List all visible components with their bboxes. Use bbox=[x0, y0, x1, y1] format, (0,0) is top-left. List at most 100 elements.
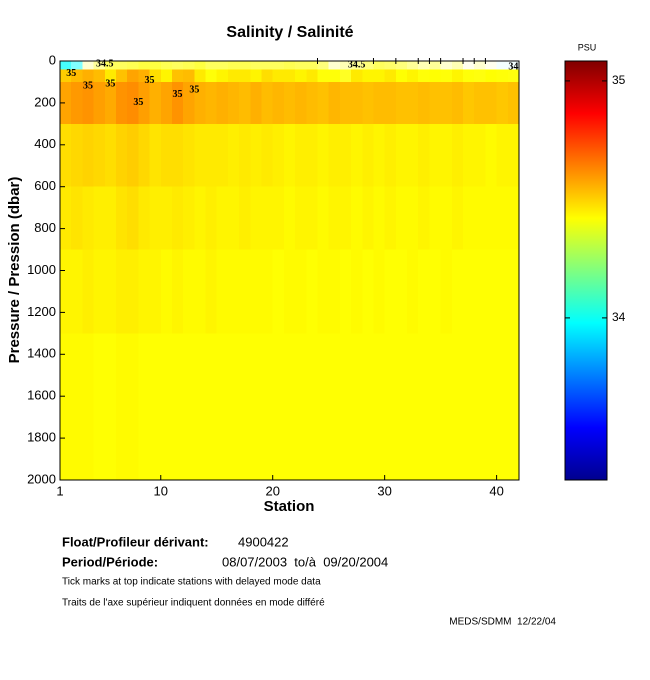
heatmap-cell bbox=[194, 333, 207, 480]
heatmap-cell bbox=[171, 61, 184, 70]
contour-label: 34.5 bbox=[96, 58, 114, 69]
heatmap-cell bbox=[440, 249, 453, 334]
heatmap-cell bbox=[93, 249, 106, 334]
heatmap-cell bbox=[474, 123, 486, 188]
heatmap-cell bbox=[317, 69, 330, 83]
heatmap-cell bbox=[351, 186, 363, 251]
heatmap-cell bbox=[306, 61, 318, 70]
heatmap-cell bbox=[395, 186, 408, 251]
heatmap-cell bbox=[328, 81, 341, 125]
heatmap-cell bbox=[463, 69, 475, 83]
heatmap-cell bbox=[71, 81, 83, 125]
heatmap-cell bbox=[306, 81, 318, 125]
heatmap-cell bbox=[395, 69, 408, 83]
heatmap-cell bbox=[115, 186, 128, 251]
heatmap-cell bbox=[328, 69, 341, 83]
x-tick-label: 40 bbox=[489, 483, 503, 498]
heatmap-cell bbox=[317, 186, 330, 251]
heatmap-cell bbox=[295, 249, 307, 334]
heatmap-cell bbox=[485, 123, 498, 188]
heatmap-cell bbox=[227, 61, 240, 70]
heatmap-cell bbox=[149, 333, 162, 480]
heatmap-cell bbox=[328, 249, 341, 334]
heatmap-cell bbox=[272, 333, 285, 480]
heatmap-cell bbox=[418, 333, 430, 480]
heatmap-cell bbox=[496, 186, 509, 251]
heatmap-cell bbox=[418, 69, 430, 83]
heatmap-cell bbox=[205, 69, 218, 83]
heatmap-cell bbox=[104, 81, 117, 125]
heatmap-cell bbox=[171, 249, 184, 334]
heatmap-cell bbox=[183, 81, 195, 125]
heatmap-cell bbox=[60, 249, 72, 334]
heatmap-cell bbox=[71, 123, 83, 188]
heatmap-cell bbox=[149, 249, 162, 334]
heatmap-cell bbox=[362, 81, 374, 125]
heatmap-cell bbox=[93, 186, 106, 251]
heatmap-cell bbox=[507, 81, 519, 125]
heatmap-cell bbox=[104, 333, 117, 480]
heatmap-cell bbox=[60, 186, 72, 251]
heatmap-cell bbox=[485, 249, 498, 334]
heatmap-cell bbox=[451, 69, 464, 83]
heatmap-cell bbox=[194, 69, 207, 83]
heatmap-cell bbox=[160, 186, 173, 251]
heatmap-cell bbox=[507, 249, 519, 334]
heatmap-cell bbox=[160, 249, 173, 334]
heatmap-cell bbox=[115, 123, 128, 188]
float-label: Float/Profileur dérivant: bbox=[62, 534, 209, 549]
heatmap-cell bbox=[440, 186, 453, 251]
heatmap-cell bbox=[216, 123, 229, 188]
heatmap-cell bbox=[317, 61, 330, 70]
heatmap-cell bbox=[373, 333, 386, 480]
heatmap-cell bbox=[138, 333, 151, 480]
heatmap-cell bbox=[418, 81, 430, 125]
heatmap-cell bbox=[496, 123, 509, 188]
heatmap-cell bbox=[440, 81, 453, 125]
y-tick-label: 600 bbox=[34, 178, 56, 193]
heatmap-cell bbox=[104, 186, 117, 251]
heatmap-cell bbox=[474, 61, 486, 70]
heatmap-cell bbox=[227, 123, 240, 188]
heatmap-cell bbox=[272, 249, 285, 334]
x-tick-label: 20 bbox=[265, 483, 279, 498]
heatmap-cell bbox=[418, 61, 430, 70]
heatmap-cell bbox=[183, 61, 195, 70]
heatmap-cell bbox=[138, 61, 151, 70]
heatmap-cell bbox=[384, 69, 397, 83]
heatmap-cell bbox=[373, 123, 386, 188]
float-id: 4900422 bbox=[238, 534, 289, 549]
y-tick-label: 1200 bbox=[27, 304, 56, 319]
y-tick-label: 1400 bbox=[27, 346, 56, 361]
heatmap-cell bbox=[295, 186, 307, 251]
heatmap-cell bbox=[261, 186, 274, 251]
heatmap-cell bbox=[440, 61, 453, 70]
heatmap-cell bbox=[407, 61, 419, 70]
contour-label: 35 bbox=[189, 85, 199, 96]
colorbar bbox=[564, 60, 608, 481]
heatmap-cell bbox=[250, 333, 263, 480]
heatmap-cell bbox=[507, 333, 519, 480]
heatmap-cell bbox=[317, 81, 330, 125]
y-tick-label: 200 bbox=[34, 94, 56, 109]
heatmap-cell bbox=[418, 123, 430, 188]
colorbar-label: PSU bbox=[578, 42, 597, 52]
colorbar-tick-label: 34 bbox=[612, 310, 626, 324]
heatmap-cell bbox=[485, 61, 498, 70]
heatmap-cell bbox=[496, 61, 509, 70]
contour-label: 35 bbox=[133, 97, 143, 108]
heatmap-cell bbox=[205, 61, 218, 70]
heatmap-cell bbox=[239, 123, 251, 188]
heatmap-cell bbox=[71, 249, 83, 334]
heatmap-cell bbox=[60, 123, 72, 188]
heatmap-cell bbox=[272, 123, 285, 188]
heatmap-cell bbox=[183, 249, 195, 334]
heatmap-cell bbox=[250, 61, 263, 70]
contour-label: 35 bbox=[66, 68, 76, 79]
heatmap-cell bbox=[395, 123, 408, 188]
heatmap-cell bbox=[171, 69, 184, 83]
heatmap-cell bbox=[485, 333, 498, 480]
heatmap-cell bbox=[171, 123, 184, 188]
y-tick-label: 1000 bbox=[27, 262, 56, 277]
